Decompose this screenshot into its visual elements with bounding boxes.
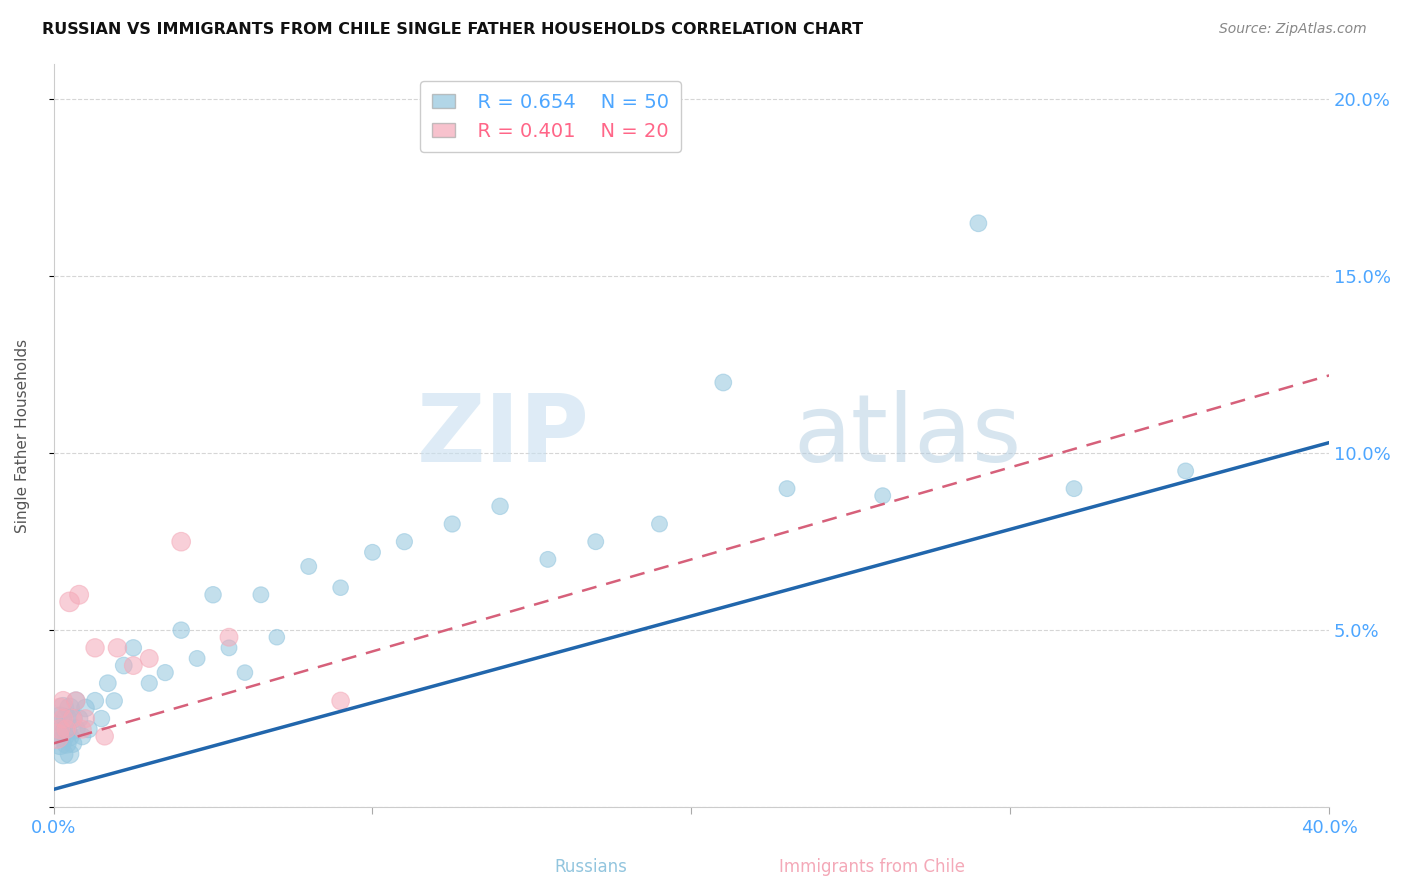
- Point: [329, 694, 352, 708]
- Point: [329, 581, 352, 595]
- Point: [52, 712, 75, 726]
- Point: [75, 712, 97, 726]
- Point: [67, 588, 90, 602]
- Point: [58, 595, 80, 609]
- Point: [218, 640, 240, 655]
- Point: [62, 712, 84, 726]
- Point: [58, 747, 80, 761]
- Point: [250, 588, 273, 602]
- Point: [202, 588, 225, 602]
- Text: RUSSIAN VS IMMIGRANTS FROM CHILE SINGLE FATHER HOUSEHOLDS CORRELATION CHART: RUSSIAN VS IMMIGRANTS FROM CHILE SINGLE …: [42, 22, 863, 37]
- Point: [62, 736, 84, 750]
- Point: [72, 723, 94, 737]
- Point: [872, 489, 894, 503]
- Point: [45, 723, 67, 737]
- Point: [967, 216, 990, 230]
- Point: [122, 640, 145, 655]
- Point: [489, 500, 512, 514]
- Point: [58, 701, 80, 715]
- Point: [45, 729, 67, 743]
- Text: ZIP: ZIP: [416, 390, 589, 482]
- Point: [138, 676, 160, 690]
- Point: [77, 723, 100, 737]
- Point: [84, 694, 107, 708]
- Point: [52, 729, 75, 743]
- Point: [122, 658, 145, 673]
- Point: [52, 701, 75, 715]
- Point: [112, 658, 135, 673]
- Point: [105, 640, 128, 655]
- Point: [711, 376, 734, 390]
- Point: [55, 723, 77, 737]
- Point: [52, 694, 75, 708]
- Point: [65, 694, 87, 708]
- Legend:   R = 0.654    N = 50,   R = 0.401    N = 20: R = 0.654 N = 50, R = 0.401 N = 20: [420, 81, 681, 153]
- Point: [441, 516, 464, 531]
- Text: Russians: Russians: [554, 858, 627, 876]
- Point: [648, 516, 671, 531]
- Point: [62, 712, 84, 726]
- Point: [170, 534, 193, 549]
- Point: [72, 729, 94, 743]
- Point: [218, 630, 240, 644]
- Point: [97, 676, 120, 690]
- Point: [90, 712, 112, 726]
- Point: [65, 694, 87, 708]
- Point: [394, 534, 416, 549]
- Text: Source: ZipAtlas.com: Source: ZipAtlas.com: [1219, 22, 1367, 37]
- Point: [58, 729, 80, 743]
- Point: [170, 623, 193, 637]
- Point: [49, 723, 72, 737]
- Text: atlas: atlas: [793, 390, 1022, 482]
- Point: [55, 723, 77, 737]
- Point: [103, 694, 125, 708]
- Point: [49, 712, 72, 726]
- Point: [186, 651, 208, 665]
- Point: [266, 630, 288, 644]
- Point: [361, 545, 384, 559]
- Point: [1063, 482, 1085, 496]
- Y-axis label: Single Father Households: Single Father Households: [15, 338, 30, 533]
- Point: [155, 665, 177, 680]
- Point: [67, 712, 90, 726]
- Point: [49, 701, 72, 715]
- Point: [138, 651, 160, 665]
- Point: [93, 729, 115, 743]
- Point: [776, 482, 799, 496]
- Point: [49, 736, 72, 750]
- Point: [537, 552, 560, 566]
- Point: [55, 712, 77, 726]
- Point: [55, 736, 77, 750]
- Point: [52, 747, 75, 761]
- Point: [298, 559, 321, 574]
- Point: [75, 701, 97, 715]
- Text: Immigrants from Chile: Immigrants from Chile: [779, 858, 965, 876]
- Point: [65, 723, 87, 737]
- Point: [585, 534, 607, 549]
- Point: [84, 640, 107, 655]
- Point: [1174, 464, 1197, 478]
- Point: [233, 665, 256, 680]
